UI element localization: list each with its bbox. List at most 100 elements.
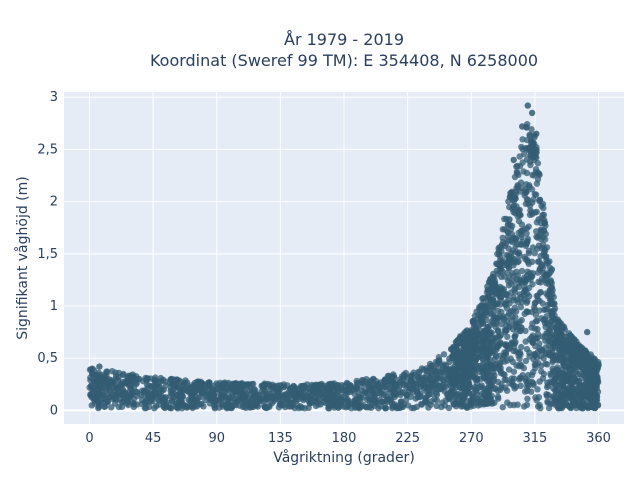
data-point: [533, 335, 540, 342]
data-point: [487, 279, 495, 287]
data-point: [169, 380, 176, 387]
data-point: [479, 315, 486, 322]
data-point: [517, 323, 524, 331]
data-point: [168, 385, 175, 392]
data-point: [542, 236, 549, 243]
data-point: [389, 404, 396, 412]
x-tick-label: 225: [395, 431, 420, 446]
data-point: [424, 387, 432, 394]
data-point: [319, 391, 326, 398]
data-point: [586, 362, 594, 369]
data-point: [448, 389, 455, 396]
data-point: [432, 367, 439, 375]
x-tick-label: 315: [522, 431, 547, 446]
data-point: [359, 401, 366, 408]
data-point: [312, 381, 319, 389]
data-point: [512, 321, 519, 328]
data-point: [493, 284, 501, 292]
data-point: [91, 397, 98, 404]
data-point: [568, 380, 575, 387]
data-point: [538, 202, 545, 209]
data-point: [529, 258, 536, 265]
x-axis-title: Vågriktning (grader): [273, 449, 415, 466]
y-tick-label: 0: [50, 403, 58, 418]
data-point: [211, 386, 218, 393]
data-point: [540, 227, 548, 235]
data-point: [95, 389, 103, 396]
data-point: [478, 302, 485, 310]
data-point: [229, 382, 236, 390]
data-point: [497, 296, 504, 303]
data-point: [504, 357, 511, 364]
data-point: [583, 403, 591, 411]
data-point: [492, 351, 499, 358]
y-tick-label: 3: [50, 90, 58, 105]
data-point: [514, 162, 521, 170]
data-point: [170, 394, 177, 401]
data-point: [556, 357, 564, 364]
data-point: [246, 394, 253, 402]
data-point: [534, 234, 541, 241]
data-point: [103, 368, 110, 375]
data-point: [508, 231, 516, 238]
data-point: [509, 381, 516, 388]
data-point: [155, 395, 162, 402]
data-point: [517, 374, 524, 381]
data-point: [540, 370, 548, 378]
data-point: [519, 159, 526, 166]
data-point: [508, 375, 516, 382]
data-point: [489, 296, 496, 304]
data-point: [457, 349, 465, 357]
data-point: [183, 404, 191, 411]
data-point: [434, 360, 441, 368]
data-point: [531, 191, 538, 198]
data-point: [554, 404, 562, 411]
data-point: [507, 193, 514, 200]
data-point: [529, 339, 537, 346]
data-point: [534, 386, 541, 393]
data-point: [467, 328, 474, 336]
data-point: [522, 375, 529, 382]
data-point: [489, 335, 496, 342]
data-point: [518, 343, 525, 351]
data-point: [490, 345, 497, 352]
data-point: [326, 402, 333, 409]
data-point: [510, 368, 518, 375]
data-point: [514, 401, 521, 408]
data-point: [552, 336, 560, 343]
data-point: [522, 286, 529, 294]
data-point: [559, 403, 567, 410]
data-point: [526, 349, 533, 356]
data-point: [578, 375, 585, 382]
data-point: [516, 349, 524, 356]
data-point: [380, 378, 388, 385]
data-point: [593, 368, 600, 375]
data-point: [554, 316, 561, 323]
data-point: [353, 377, 360, 385]
data-point: [499, 234, 506, 241]
data-point: [367, 379, 374, 387]
data-point: [523, 308, 530, 315]
data-point: [248, 380, 255, 388]
data-point: [480, 374, 487, 381]
data-point: [128, 389, 136, 397]
data-point: [264, 395, 271, 402]
data-point: [508, 339, 515, 346]
data-point: [551, 344, 558, 352]
data-point: [542, 360, 549, 367]
data-point: [471, 334, 478, 341]
data-point: [521, 296, 528, 303]
data-point: [510, 202, 518, 209]
data-point: [517, 179, 525, 186]
data-point: [217, 383, 225, 390]
data-point: [241, 403, 248, 410]
data-point: [593, 382, 600, 390]
data-point: [142, 399, 149, 406]
data-point: [425, 382, 433, 389]
data-point: [210, 401, 217, 409]
data-point: [523, 196, 531, 203]
data-point: [567, 404, 575, 412]
data-point: [194, 400, 201, 407]
data-point: [101, 403, 108, 411]
data-point: [109, 395, 117, 403]
